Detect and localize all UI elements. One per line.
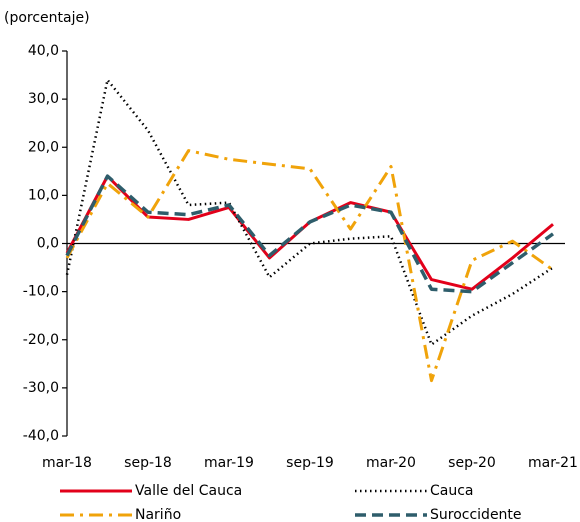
- y-tick-label: 30,0: [28, 91, 59, 107]
- series-line: [65, 174, 555, 294]
- x-tick-label: mar-19: [204, 455, 254, 471]
- y-tick-label: 40,0: [28, 43, 59, 59]
- legend-label: Suroccidente: [430, 507, 522, 522]
- x-tick-label: mar-20: [366, 455, 416, 471]
- legend-label: Cauca: [430, 483, 474, 499]
- y-tick-label: -10,0: [23, 284, 59, 300]
- x-tick-label: mar-21: [528, 455, 578, 471]
- y-tick-label: 0,0: [37, 236, 59, 252]
- x-tick-label: mar-18: [42, 455, 92, 471]
- series-line: [65, 149, 554, 383]
- y-axis-label: (porcentaje): [4, 10, 90, 26]
- legend-label: Valle del Cauca: [135, 483, 242, 499]
- y-tick-label: -30,0: [23, 380, 59, 396]
- y-tick-label: -20,0: [23, 332, 59, 348]
- x-tick-label: sep-20: [448, 455, 496, 471]
- x-tick-label: sep-19: [286, 455, 334, 471]
- y-tick-label: -40,0: [23, 428, 59, 444]
- y-tick-label: 20,0: [28, 139, 59, 155]
- legend-label: Nariño: [135, 507, 181, 522]
- series-line: [65, 174, 554, 291]
- y-tick-label: 10,0: [28, 187, 59, 203]
- x-tick-label: sep-18: [124, 455, 172, 471]
